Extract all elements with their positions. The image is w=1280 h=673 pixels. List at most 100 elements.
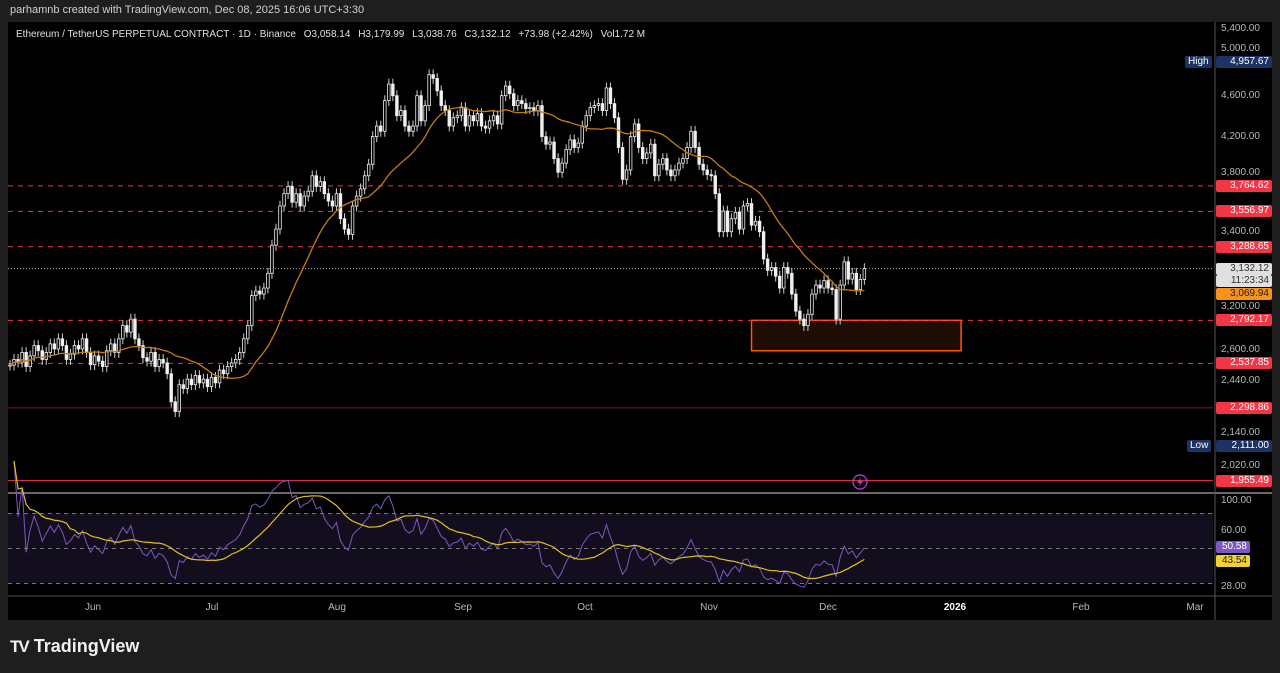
candle: [375, 125, 379, 138]
price-axis-tick: 4,600.00: [1221, 90, 1260, 101]
candle: [68, 353, 73, 360]
candle: [177, 384, 181, 412]
candle: [564, 149, 568, 164]
candle: [250, 295, 254, 326]
low-label: Low: [1187, 440, 1212, 452]
candle: [769, 267, 774, 271]
candle: [681, 158, 685, 164]
candle: [181, 384, 185, 389]
candle: [612, 103, 617, 119]
candle: [354, 195, 359, 207]
candle: [169, 373, 173, 403]
candle: [524, 103, 528, 109]
level-price-tag: 2,792.17: [1216, 314, 1272, 326]
rsi-axis-tick: 100.00: [1221, 495, 1252, 506]
candle: [238, 352, 242, 360]
candle: [661, 158, 665, 165]
candle: [387, 83, 391, 102]
candle: [165, 362, 169, 375]
candle: [628, 136, 633, 171]
candle: [427, 74, 431, 106]
rsi-ma-line: [13, 460, 865, 580]
candle: [213, 376, 218, 384]
candle: [733, 211, 738, 220]
candle: [105, 350, 109, 367]
candle: [475, 113, 480, 122]
candle: [201, 378, 206, 384]
candle: [645, 152, 649, 159]
candle: [129, 318, 133, 333]
candle: [560, 162, 564, 173]
candle: [149, 352, 153, 362]
price-axis-tick: 4,200.00: [1221, 131, 1260, 142]
candle: [649, 143, 653, 154]
tradingview-logo[interactable]: TV TradingView: [10, 636, 139, 657]
time-axis-tick: Sep: [454, 602, 472, 613]
candle: [109, 343, 113, 352]
candle: [778, 275, 782, 289]
symbol-title[interactable]: Ethereum / TetherUS PERPETUAL CONTRACT ·…: [16, 29, 296, 40]
candle: [846, 261, 850, 280]
candle: [673, 169, 677, 177]
candle: [495, 115, 500, 125]
candle: [544, 136, 548, 145]
price-axis-tick: 3,800.00: [1221, 167, 1260, 178]
candle: [790, 272, 794, 295]
price-axis-tick: 5,000.00: [1221, 43, 1260, 54]
candle: [145, 357, 149, 362]
candle: [24, 352, 28, 367]
candle: [749, 203, 754, 226]
candle: [76, 345, 81, 350]
ohlc-change: +73.98 (+2.42%): [518, 29, 593, 40]
candle: [366, 163, 371, 177]
price-axis-tick: 3,400.00: [1221, 226, 1260, 237]
candle: [753, 220, 758, 226]
candle: [52, 343, 57, 350]
rsi-value-tag: 50.58: [1216, 541, 1250, 553]
time-axis-tick: Feb: [1072, 602, 1090, 613]
candle: [92, 355, 97, 366]
level-price-tag: 1,955.49: [1216, 475, 1272, 487]
candle: [282, 193, 286, 207]
candle: [117, 338, 121, 353]
ohlc-low: L3,038.76: [412, 29, 457, 40]
candle: [669, 169, 673, 177]
candle: [592, 105, 597, 108]
candle: [774, 267, 778, 277]
rsi-axis-tick: 28.00: [1221, 581, 1247, 592]
moving-average-line: [9, 106, 865, 380]
candle: [503, 85, 508, 97]
candle: [608, 87, 613, 104]
candle: [798, 310, 802, 320]
volume: Vol1.72 M: [600, 29, 646, 40]
candle: [705, 169, 709, 176]
candle: [467, 115, 472, 127]
candle: [814, 284, 818, 295]
level-price-tag: 3,288.65: [1216, 241, 1272, 253]
candle: [266, 272, 270, 289]
level-price-tag: 3,556.97: [1216, 205, 1272, 217]
candle: [411, 125, 415, 132]
candle: [580, 125, 584, 144]
time-axis-tick: Dec: [819, 602, 837, 613]
candle: [40, 350, 44, 360]
candle: [36, 345, 40, 352]
level-price-tag: 2,537.85: [1216, 357, 1272, 369]
candle: [64, 345, 69, 360]
candle: [479, 113, 484, 127]
ohlc-close: C3,132.12: [464, 29, 511, 40]
candle: [842, 261, 846, 286]
price-axis-tick: 3,200.00: [1221, 301, 1260, 312]
brand-name: TradingView: [33, 636, 140, 656]
candle: [826, 280, 830, 289]
candle: [221, 369, 226, 375]
candle: [197, 375, 202, 384]
candle: [193, 375, 198, 386]
candle: [318, 181, 323, 187]
candle: [483, 125, 488, 129]
symbol-legend: Ethereum / TetherUS PERPETUAL CONTRACT ·…: [16, 29, 650, 40]
time-axis-tick: 2026: [943, 602, 967, 613]
candle: [737, 211, 742, 230]
high-price-tag: 4,957.67: [1216, 56, 1272, 68]
